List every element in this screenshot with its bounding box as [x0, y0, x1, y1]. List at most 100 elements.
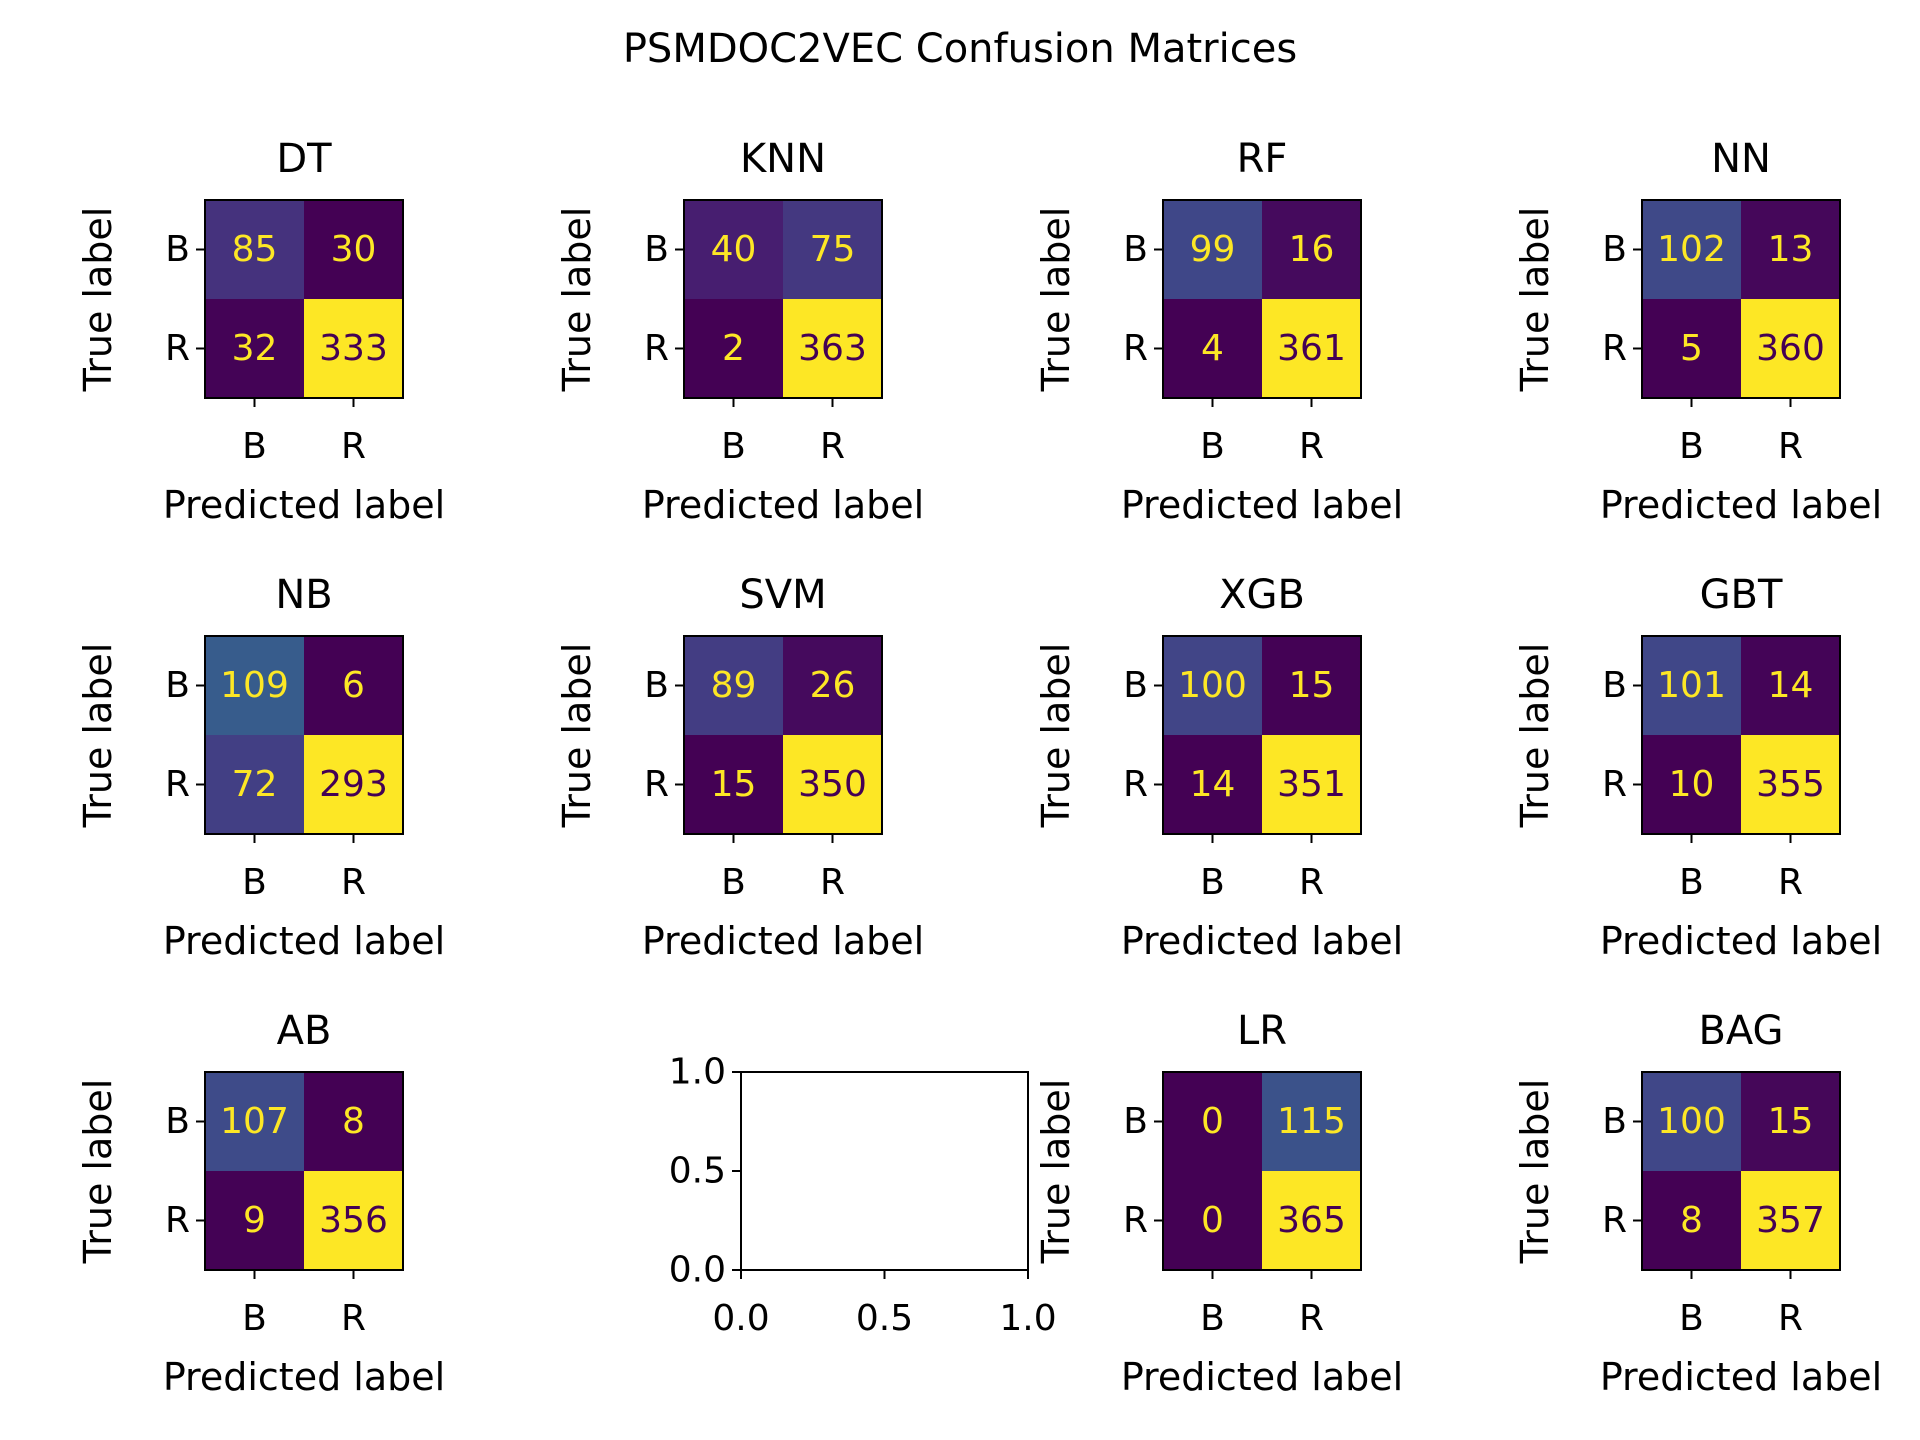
- cell-value-label: 10: [1669, 764, 1715, 805]
- y-axis-label: True label: [76, 643, 120, 829]
- panel-title-nn: NN: [1711, 136, 1771, 182]
- y-tick-label: R: [644, 764, 669, 805]
- matrix-cell: [205, 735, 304, 834]
- x-tick-label: B: [721, 862, 746, 903]
- x-axis-label: Predicted label: [1121, 919, 1403, 963]
- subplot-panel: LR 0 115 0 365 B R B R Predicted label True label: [1034, 1008, 1403, 1399]
- cell-value-label: 16: [1289, 229, 1335, 270]
- x-tick-label: B: [1200, 426, 1225, 467]
- figure-title: PSMDOC2VEC Confusion Matrices: [623, 26, 1297, 72]
- y-tick-label: B: [1602, 1101, 1627, 1142]
- cell-value-label: 5: [1680, 328, 1703, 369]
- x-tick-label: R: [820, 426, 845, 467]
- cell-value-label: 26: [810, 665, 856, 706]
- cell-value-label: 357: [1756, 1200, 1825, 1241]
- cell-value-label: 14: [1768, 665, 1814, 706]
- matrix-cell: [304, 299, 403, 398]
- x-tick-label: R: [1778, 862, 1803, 903]
- cell-value-label: 361: [1277, 328, 1346, 369]
- x-axis-label: Predicted label: [163, 919, 445, 963]
- cell-value-label: 363: [798, 328, 867, 369]
- cell-value-label: 15: [711, 764, 757, 805]
- x-tick-label: R: [1778, 426, 1803, 467]
- matrix-frame: [204, 635, 404, 835]
- x-tick-label: B: [1679, 862, 1704, 903]
- matrix-cell: [1741, 1072, 1840, 1171]
- cell-value-label: 293: [319, 764, 388, 805]
- panel-title-nb: NB: [275, 572, 332, 618]
- x-axis-label: Predicted label: [1121, 483, 1403, 527]
- y-axis-label: True label: [76, 1079, 120, 1265]
- matrix-cell: [205, 636, 304, 735]
- y-axis-label: True label: [1034, 207, 1078, 393]
- x-tick-label: R: [820, 862, 845, 903]
- cell-value-label: 356: [319, 1200, 388, 1241]
- panel-title-dt: DT: [276, 136, 332, 182]
- x-tick-label: 1.0: [999, 1298, 1056, 1339]
- matrix-frame: [1162, 199, 1362, 399]
- subplot-panel: RF 99 16 4 361 B R B R Predicted label True label: [1034, 136, 1403, 527]
- matrix-cell: [1163, 636, 1262, 735]
- panel-title-svm: SVM: [739, 572, 826, 618]
- x-axis-label: Predicted label: [163, 1355, 445, 1399]
- y-tick-label: R: [1602, 1200, 1627, 1241]
- y-axis-label: True label: [1513, 1079, 1557, 1265]
- cell-value-label: 100: [1657, 1101, 1726, 1142]
- matrix-cell: [1741, 735, 1840, 834]
- matrix-frame: [204, 1071, 404, 1271]
- matrix-cell: [1642, 1171, 1741, 1270]
- matrix-cell: [1163, 1072, 1262, 1171]
- panel-title-xgb: XGB: [1219, 572, 1305, 618]
- subplot-panel: 0.0 0.5 1.0 0.0 0.5 1.0: [669, 1052, 1057, 1340]
- y-tick-label: R: [644, 328, 669, 369]
- x-tick-label: R: [1299, 862, 1324, 903]
- y-tick-label: B: [644, 229, 669, 270]
- y-tick-label: R: [1602, 328, 1627, 369]
- cell-value-label: 101: [1657, 665, 1726, 706]
- matrix-cell: [1642, 200, 1741, 299]
- y-tick-label: R: [1123, 764, 1148, 805]
- panel-title-bag: BAG: [1698, 1008, 1783, 1054]
- x-axis-label: Predicted label: [1600, 483, 1882, 527]
- matrix-cell: [304, 735, 403, 834]
- x-axis-label: Predicted label: [642, 483, 924, 527]
- y-axis-label: True label: [1034, 643, 1078, 829]
- cell-value-label: 99: [1190, 229, 1236, 270]
- cell-value-label: 0: [1201, 1200, 1224, 1241]
- subplot-panel: AB 107 8 9 356 B R B R Predicted label True label: [76, 1008, 445, 1399]
- x-axis-label: Predicted label: [1600, 1355, 1882, 1399]
- cell-value-label: 107: [220, 1101, 289, 1142]
- y-tick-label: B: [1602, 229, 1627, 270]
- cell-value-label: 15: [1289, 665, 1335, 706]
- x-axis-label: Predicted label: [163, 483, 445, 527]
- y-axis-label: True label: [555, 643, 599, 829]
- x-axis-label: Predicted label: [1121, 1355, 1403, 1399]
- matrix-cell: [1262, 1171, 1361, 1270]
- y-axis-label: True label: [1513, 207, 1557, 393]
- matrix-cell: [684, 636, 783, 735]
- y-tick-label: R: [1602, 764, 1627, 805]
- y-axis-label: True label: [555, 207, 599, 393]
- matrix-cell: [1163, 299, 1262, 398]
- cell-value-label: 8: [1680, 1200, 1703, 1241]
- matrix-frame: [1162, 635, 1362, 835]
- matrix-cell: [1642, 735, 1741, 834]
- matrix-cell: [783, 200, 882, 299]
- x-tick-label: R: [341, 426, 366, 467]
- subplot-panel: GBT 101 14 10 355 B R B R Predicted label True lab…: [1513, 572, 1882, 963]
- y-tick-label: B: [165, 665, 190, 706]
- y-tick-label: B: [644, 665, 669, 706]
- cell-value-label: 75: [810, 229, 856, 270]
- matrix-cell: [1642, 299, 1741, 398]
- matrix-cell: [304, 200, 403, 299]
- cell-value-label: 89: [711, 665, 757, 706]
- cell-value-label: 9: [243, 1200, 266, 1241]
- matrix-cell: [1642, 1072, 1741, 1171]
- y-tick-label: B: [165, 1101, 190, 1142]
- matrix-frame: [683, 199, 883, 399]
- matrix-cell: [783, 735, 882, 834]
- x-tick-label: 0.0: [712, 1298, 769, 1339]
- matrix-cell: [304, 1171, 403, 1270]
- matrix-cell: [684, 735, 783, 834]
